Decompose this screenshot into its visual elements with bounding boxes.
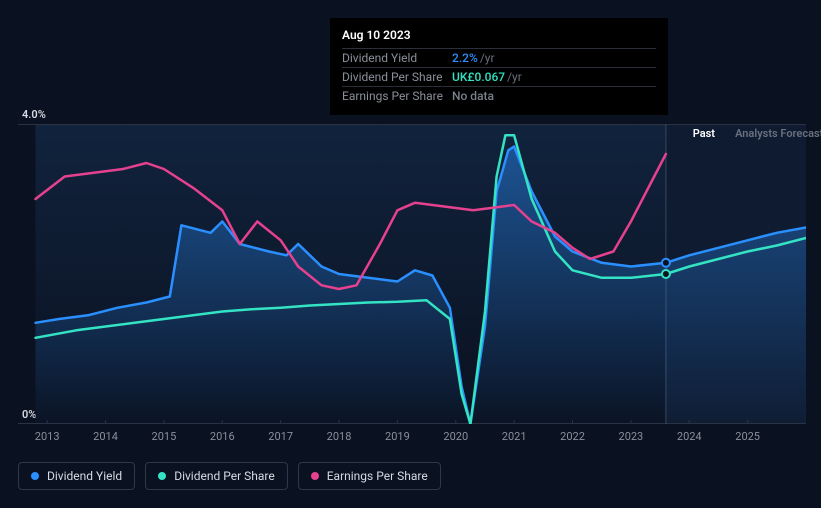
y-tick-label: 4.0% — [22, 108, 46, 121]
x-tick-label: 2016 — [210, 430, 235, 443]
x-tick-label: 2022 — [560, 430, 585, 443]
chart-plot[interactable] — [18, 124, 806, 424]
tooltip-row: Earnings Per Share No data — [342, 86, 656, 105]
chart-legend: Dividend Yield Dividend Per Share Earnin… — [18, 462, 441, 490]
legend-item-dividend-yield[interactable]: Dividend Yield — [18, 462, 135, 490]
tooltip-row-label: Dividend Per Share — [342, 70, 452, 84]
tooltip-date: Aug 10 2023 — [342, 28, 656, 42]
tooltip-row-label: Earnings Per Share — [342, 89, 452, 103]
x-tick-label: 2018 — [327, 430, 352, 443]
x-tick-label: 2013 — [35, 430, 60, 443]
x-tick-label: 2017 — [268, 430, 293, 443]
tooltip-row-value: No data — [452, 89, 494, 103]
x-tick-label: 2021 — [502, 430, 527, 443]
region-forecast-label: Analysts Forecasts — [735, 127, 821, 140]
x-tick-label: 2014 — [93, 430, 118, 443]
tooltip-row-suffix: /yr — [507, 70, 522, 84]
chart-container: 4.0% 0% Past Analysts Forecasts 20132014… — [0, 100, 821, 508]
tooltip-row: Dividend Yield 2.2% /yr — [342, 48, 656, 67]
x-tick-label: 2023 — [619, 430, 644, 443]
x-tick-label: 2020 — [443, 430, 468, 443]
region-past-label: Past — [693, 127, 715, 140]
legend-swatch — [158, 472, 166, 480]
legend-item-earnings-per-share[interactable]: Earnings Per Share — [298, 462, 441, 490]
legend-label: Dividend Per Share — [174, 469, 275, 483]
x-tick-label: 2024 — [677, 430, 702, 443]
x-axis: 2013 2014 2015 2016 2017 2018 2019 2020 2021 2022… — [18, 430, 806, 450]
legend-swatch — [31, 472, 39, 480]
tooltip-row-value: UK£0.067 — [452, 70, 505, 84]
tooltip-row-value: 2.2% — [452, 51, 478, 65]
legend-item-dividend-per-share[interactable]: Dividend Per Share — [145, 462, 288, 490]
x-tick-label: 2015 — [152, 430, 177, 443]
region-labels: Past Analysts Forecasts — [675, 127, 821, 143]
legend-swatch — [311, 472, 319, 480]
x-tick-label: 2025 — [735, 430, 760, 443]
legend-label: Earnings Per Share — [327, 469, 428, 483]
tooltip-row: Dividend Per Share UK£0.067 /yr — [342, 67, 656, 86]
tooltip-row-label: Dividend Yield — [342, 51, 452, 65]
x-tick-label: 2019 — [385, 430, 410, 443]
chart-tooltip: Aug 10 2023 Dividend Yield 2.2% /yr Divi… — [330, 18, 668, 115]
tooltip-row-suffix: /yr — [480, 51, 495, 65]
legend-label: Dividend Yield — [47, 469, 122, 483]
